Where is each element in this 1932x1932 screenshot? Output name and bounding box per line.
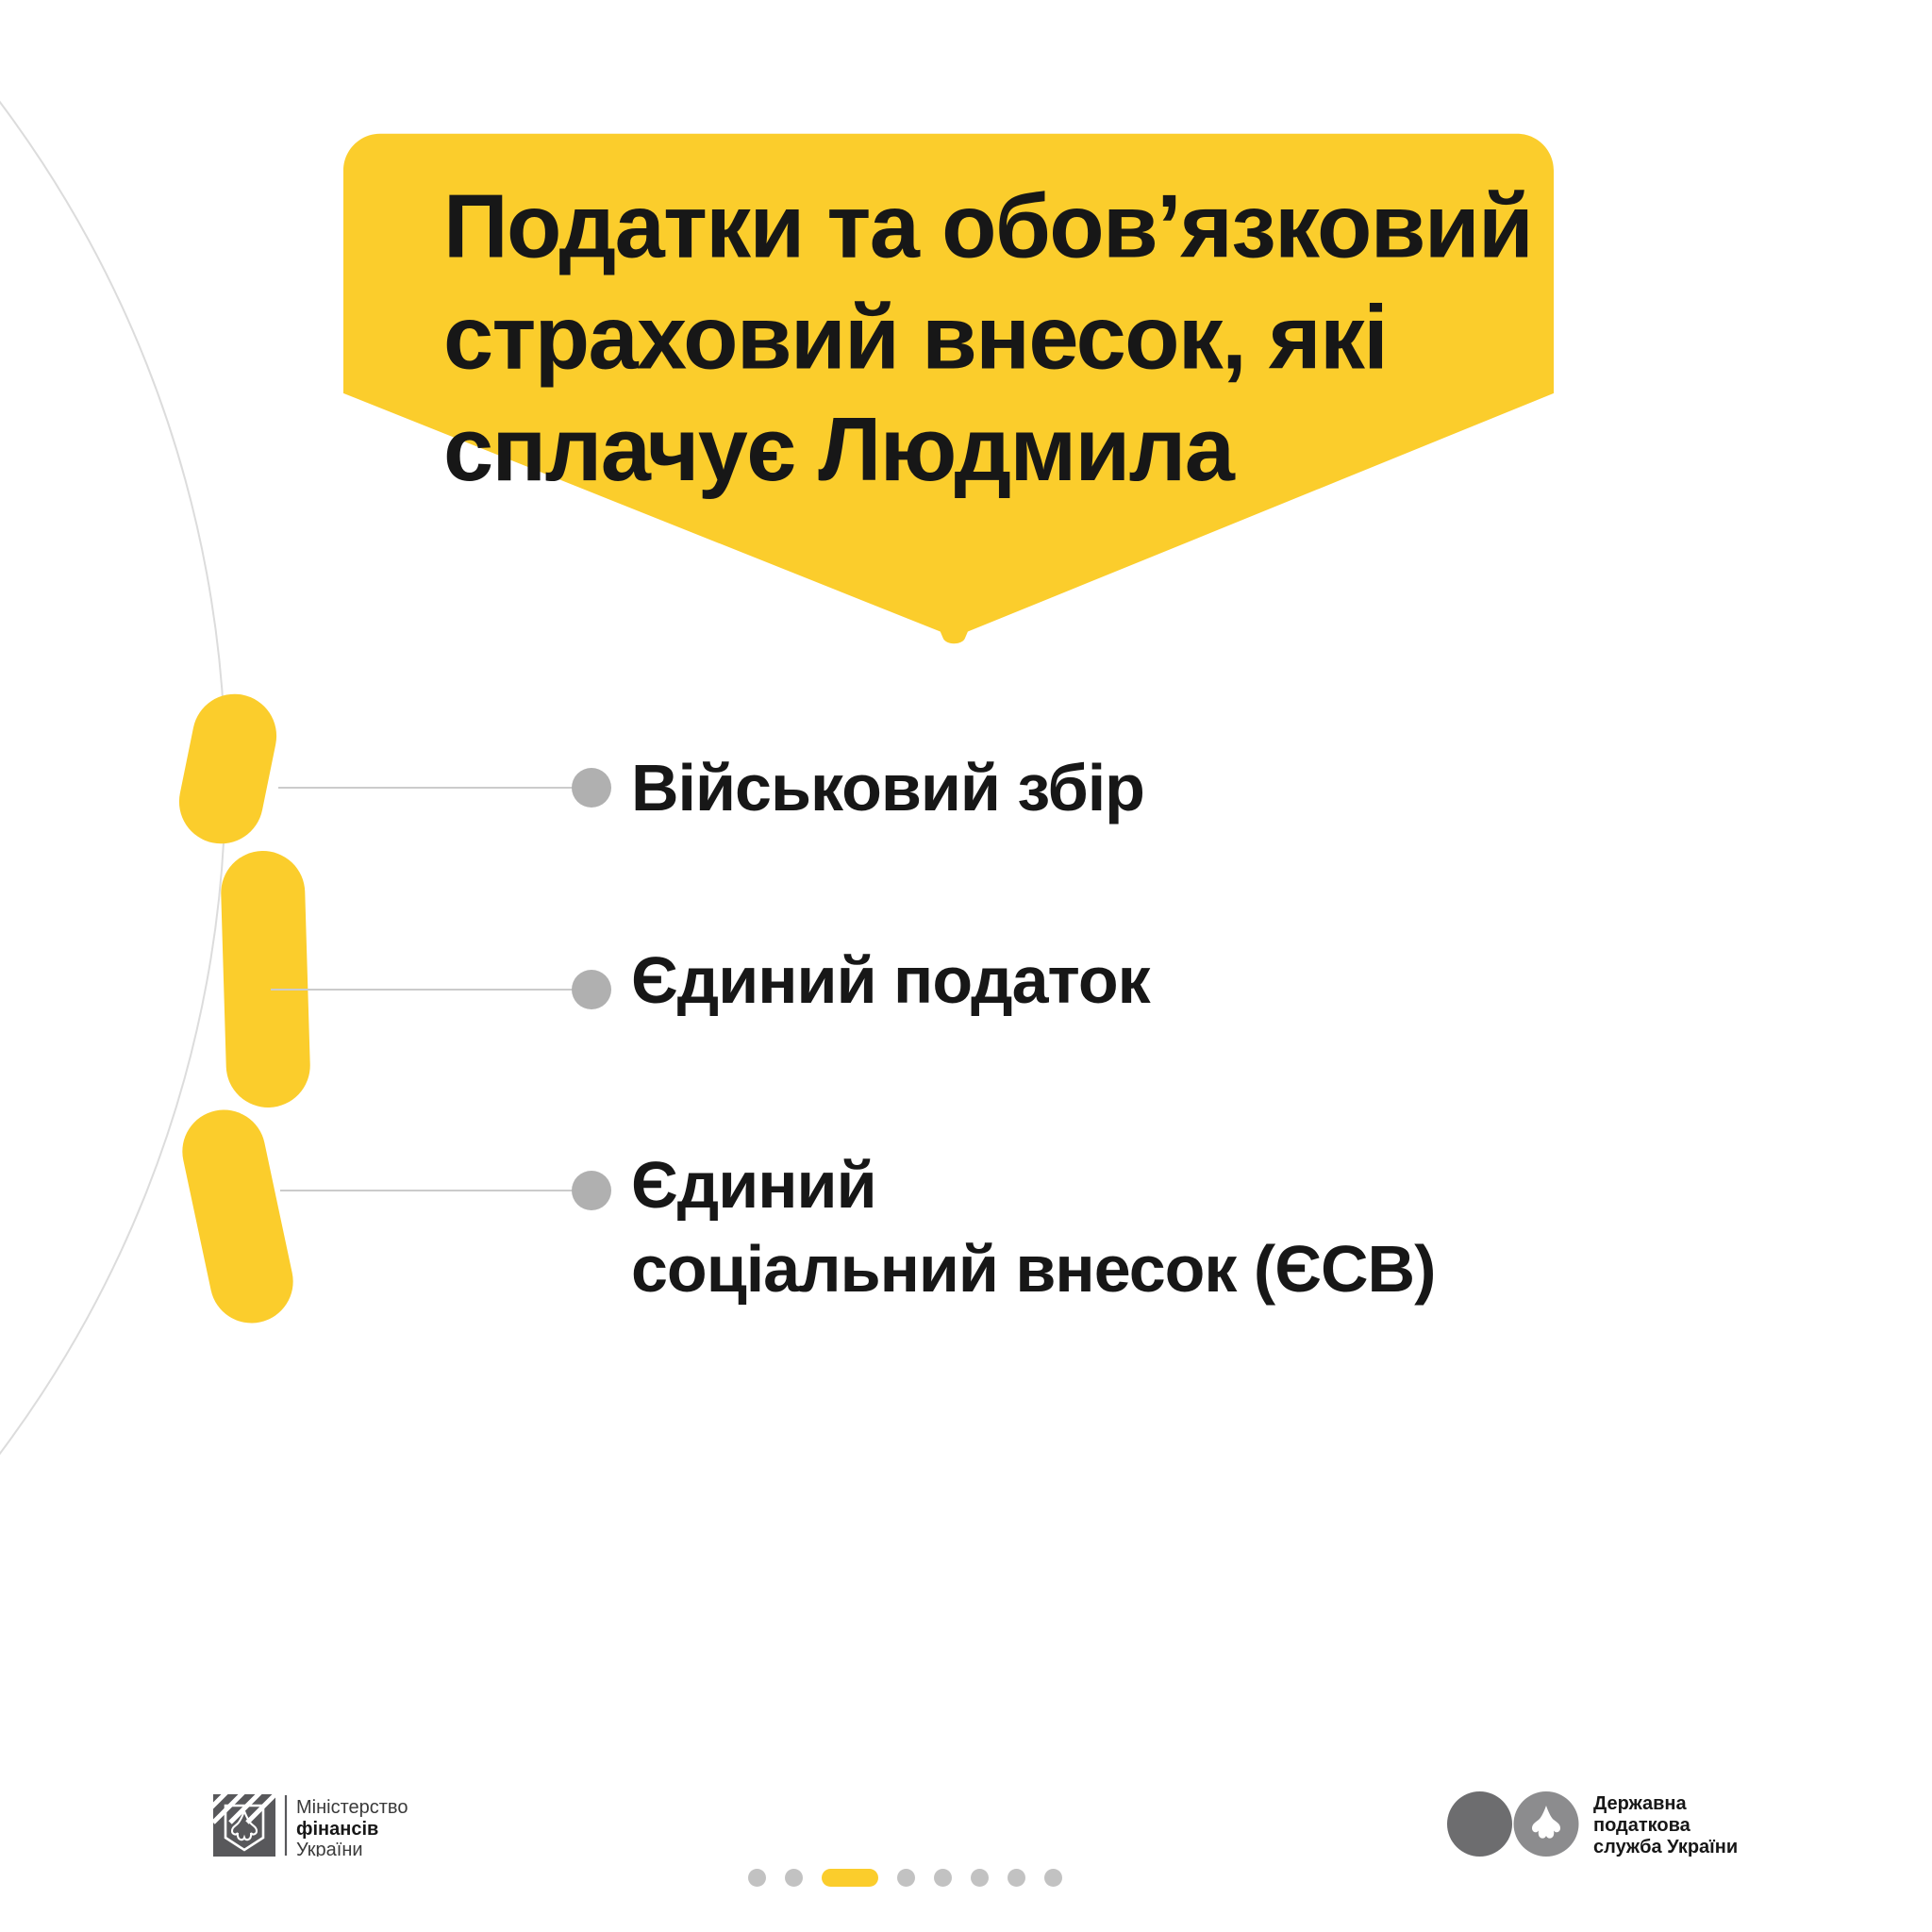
svg-text:податкова: податкова xyxy=(1593,1815,1691,1836)
svg-text:України: України xyxy=(296,1840,363,1857)
svg-text:Державна: Державна xyxy=(1593,1793,1687,1814)
svg-text:Міністерство: Міністерство xyxy=(296,1797,408,1818)
svg-text:фінансів: фінансів xyxy=(296,1819,378,1840)
svg-text:служба України: служба України xyxy=(1593,1837,1738,1857)
